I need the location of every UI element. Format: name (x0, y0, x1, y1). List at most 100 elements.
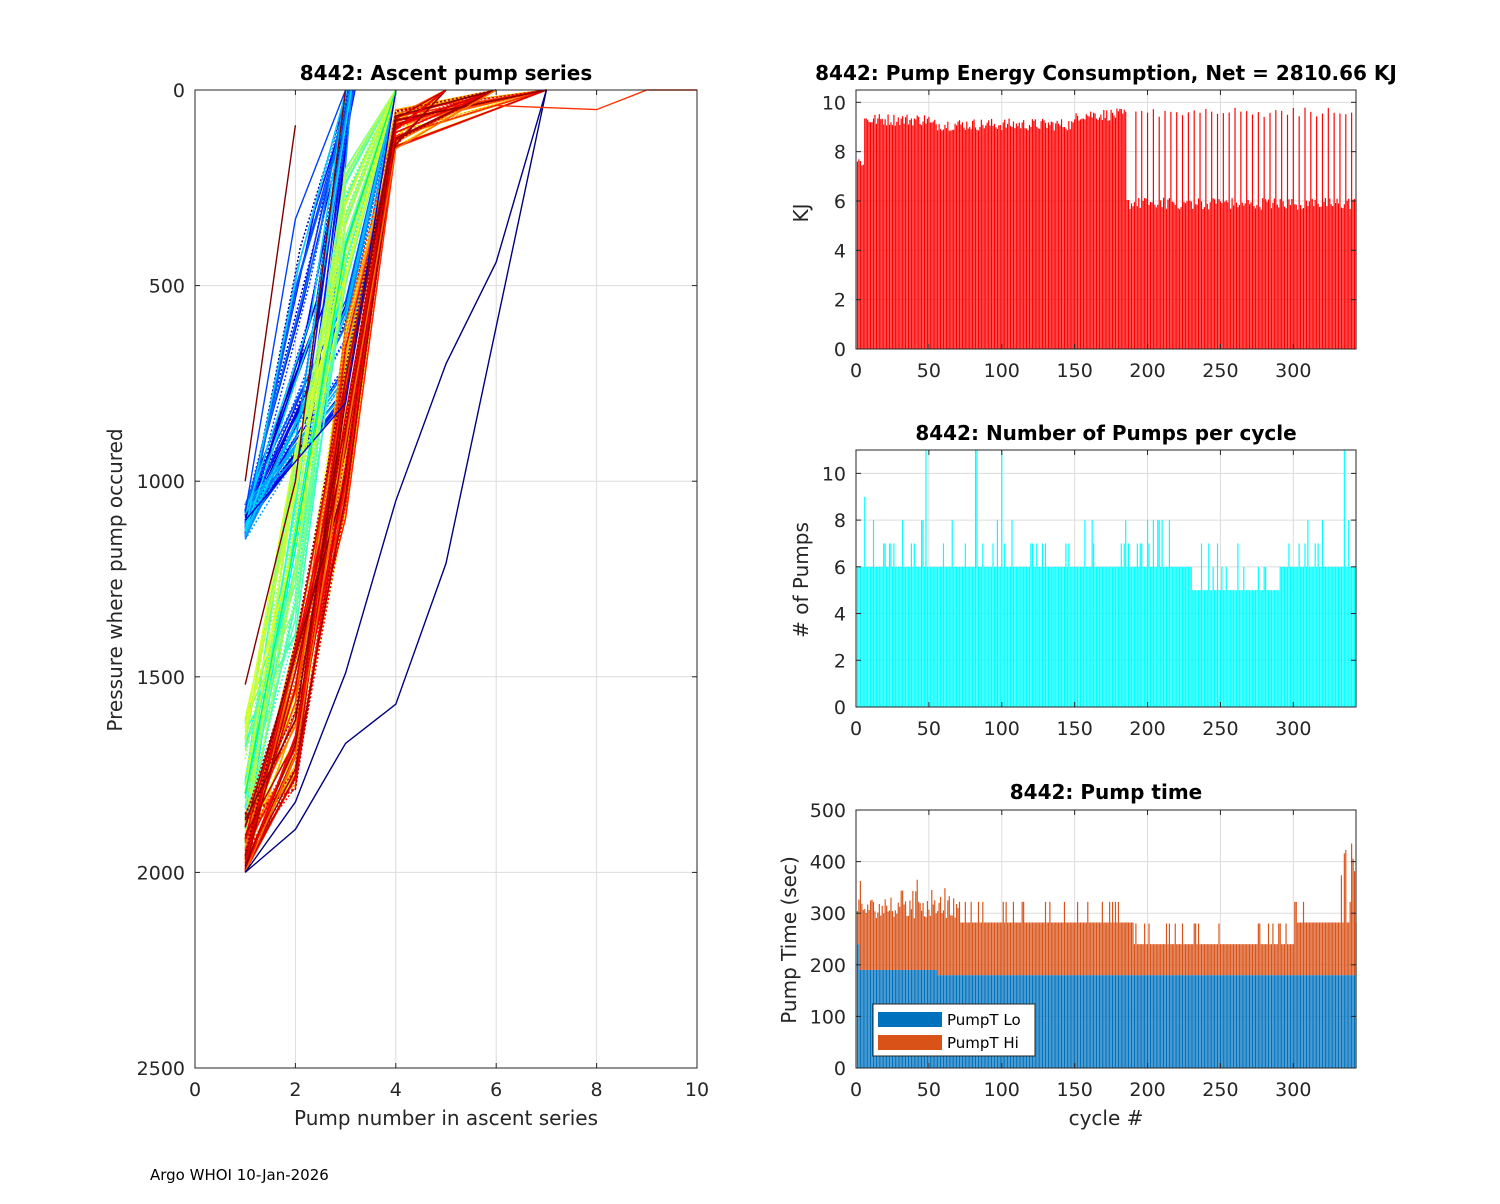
npumps-bar (1353, 566, 1356, 707)
x-tick-label: 150 (1057, 718, 1093, 740)
pumpt-hi-bar (1018, 922, 1020, 976)
pumpt-hi-bar (1308, 922, 1310, 976)
energy-bar (1308, 201, 1310, 349)
pumpt-lo-bar (1145, 975, 1147, 1068)
pumpt-hi-bar (1165, 923, 1168, 976)
pumpt-lo-bar (1047, 975, 1050, 1068)
energy-bar (1043, 120, 1045, 349)
x-tick-label: 0 (850, 1079, 862, 1101)
energy-bar (1018, 122, 1020, 349)
pumpt-hi-bar (1227, 944, 1229, 976)
npumps-bar (986, 566, 988, 707)
pumpt-lo-bar (1130, 975, 1133, 1068)
pumpt-lo-bar (1246, 975, 1248, 1068)
energy-bar (1152, 109, 1154, 350)
npumps-bar (1243, 566, 1245, 707)
npumps-bar (910, 543, 912, 707)
energy-bar (858, 159, 860, 349)
npumps-bar (869, 566, 872, 707)
ascent-series-line (244, 89, 347, 685)
npumps-bar (1337, 566, 1340, 707)
energy-bar (986, 122, 988, 349)
pumpt-hi-bar (1267, 923, 1270, 976)
pumpt-hi-bar (972, 922, 974, 976)
ascent-series-line (244, 89, 354, 523)
pumpt-hi-bar (1337, 922, 1340, 976)
npumps-bar (1247, 590, 1249, 707)
energy-bar (1323, 202, 1325, 349)
pumpt-lo-bar (1078, 975, 1080, 1068)
energy-bar (1030, 126, 1032, 350)
npumps-bar (896, 566, 898, 707)
pumpt-lo-bar (1353, 975, 1356, 1068)
npumps-bar (1040, 566, 1042, 707)
pumpt-hi-bar (1123, 922, 1125, 976)
pumpt-hi-bar (1097, 922, 1099, 976)
pumpt-lo-bar (1076, 975, 1079, 1068)
energy-bar (910, 118, 912, 349)
energy-bar (1278, 207, 1280, 349)
energy-bar (1224, 201, 1226, 349)
y-tick-label: 1000 (137, 471, 185, 493)
pumpt-hi-bar (948, 896, 950, 976)
energy-bar (1144, 198, 1146, 349)
energy-bar (874, 114, 876, 350)
npumps-bar (1088, 566, 1090, 707)
pumpt-hi-bar (1237, 944, 1239, 976)
pumpt-lo-bar (1314, 975, 1316, 1068)
ascent-ylabel: Pressure where pump occured (103, 428, 127, 731)
pumpt-lo-bar (1232, 975, 1235, 1068)
pumpt-lo-bar (1055, 975, 1057, 1068)
npumps-bar (1133, 566, 1136, 707)
pumpt-lo-bar (1126, 975, 1128, 1068)
energy-bar (1025, 128, 1028, 349)
npumps-bar (1145, 566, 1147, 707)
pumpt-hi-bar (1203, 944, 1205, 976)
npumps-bar (1050, 566, 1052, 707)
energy-bar (893, 114, 895, 349)
npumps-bar (926, 566, 929, 707)
npumps-bar (1184, 566, 1187, 707)
pumpt-hi-bar (1164, 944, 1166, 976)
pumpt-hi-bar (1251, 944, 1254, 976)
npumps-bar (1193, 590, 1195, 707)
energy-bar (887, 114, 889, 350)
ascent-title: 8442: Ascent pump series (300, 61, 593, 85)
energy-bar (1093, 112, 1095, 350)
pumpt-hi-bar (1241, 944, 1243, 976)
pumpt-lo-bar (1058, 975, 1060, 1068)
pumpt-hi-bar (918, 901, 920, 970)
pumpt-hi-bar (1091, 922, 1093, 976)
energy-bar (1015, 123, 1017, 349)
energy-bar (1349, 209, 1351, 349)
pumptime-ylabel: Pump Time (sec) (777, 856, 801, 1024)
npumps-bar (953, 566, 955, 707)
pumpt-hi-bar (1136, 944, 1138, 976)
energy-bar (989, 125, 991, 349)
y-tick-label: 6 (834, 557, 846, 579)
energy-bar (1076, 115, 1079, 349)
pumpt-hi-bar (1183, 944, 1185, 976)
pumpt-lo-bar (1224, 975, 1226, 1068)
energy-bar (922, 121, 924, 349)
pumpt-hi-bar (928, 909, 930, 970)
npumps-bar (1170, 566, 1172, 707)
pumpt-hi-bar (1336, 922, 1338, 976)
energy-bar (1195, 204, 1197, 349)
pumpt-lo-bar (1244, 975, 1246, 1068)
energy-bar (1165, 208, 1168, 349)
npumps-bar (1208, 543, 1210, 707)
x-tick-label: 100 (984, 718, 1020, 740)
pumpt-hi-bar (1327, 922, 1329, 976)
energy-title: 8442: Pump Energy Consumption, Net = 281… (815, 61, 1397, 85)
pumpt-lo-bar (1203, 975, 1205, 1068)
npumps-bar (1023, 566, 1025, 707)
pumpt-hi-bar (1335, 922, 1337, 976)
pumpt-hi-bar (947, 900, 949, 976)
pumpt-lo-bar (1227, 975, 1229, 1068)
pumpt-lo-bar (1317, 975, 1319, 1068)
npumps-bar (1190, 566, 1192, 707)
pumpt-hi-bar (1110, 922, 1112, 976)
npumps-bar (1119, 566, 1121, 707)
ascent-series-line (244, 89, 497, 873)
